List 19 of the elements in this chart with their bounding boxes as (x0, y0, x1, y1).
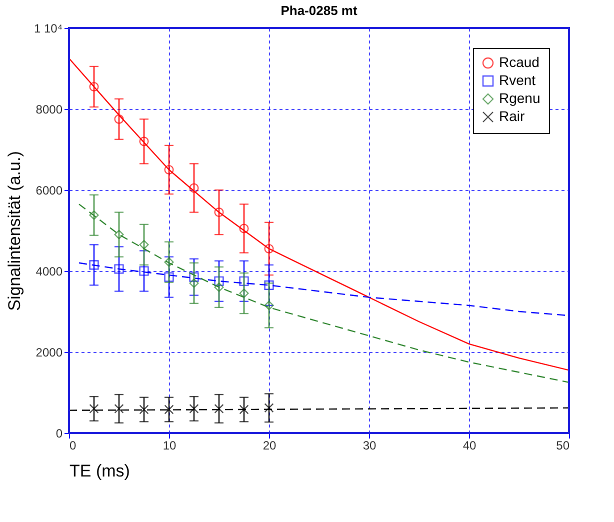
y-tick-label: 8000 (36, 102, 63, 116)
y-tick-label: 1 10⁴ (34, 22, 62, 36)
x-tick-label: 30 (362, 438, 376, 452)
legend-label: Rcaud (499, 54, 540, 70)
y-tick-label: 2000 (36, 346, 63, 360)
x-tick-label: 0 (70, 438, 76, 452)
chart-title: Pha-0285 mt (280, 3, 358, 18)
legend-label: Rvent (499, 72, 536, 88)
legend-label: Rair (499, 108, 526, 124)
x-tick-label: 20 (262, 438, 276, 452)
y-tick-label: 0 (56, 426, 63, 440)
x-tick-label: 50 (556, 438, 570, 452)
x-tick-label: 10 (162, 438, 176, 452)
y-axis-title: Signalintensität (a.u.) (4, 151, 24, 311)
y-tick-label: 4000 (36, 264, 63, 278)
legend-label: Rgenu (499, 90, 540, 106)
x-tick-label: 40 (462, 438, 476, 452)
y-tick-label: 6000 (36, 184, 63, 198)
x-axis-title: TE (ms) (70, 462, 130, 480)
